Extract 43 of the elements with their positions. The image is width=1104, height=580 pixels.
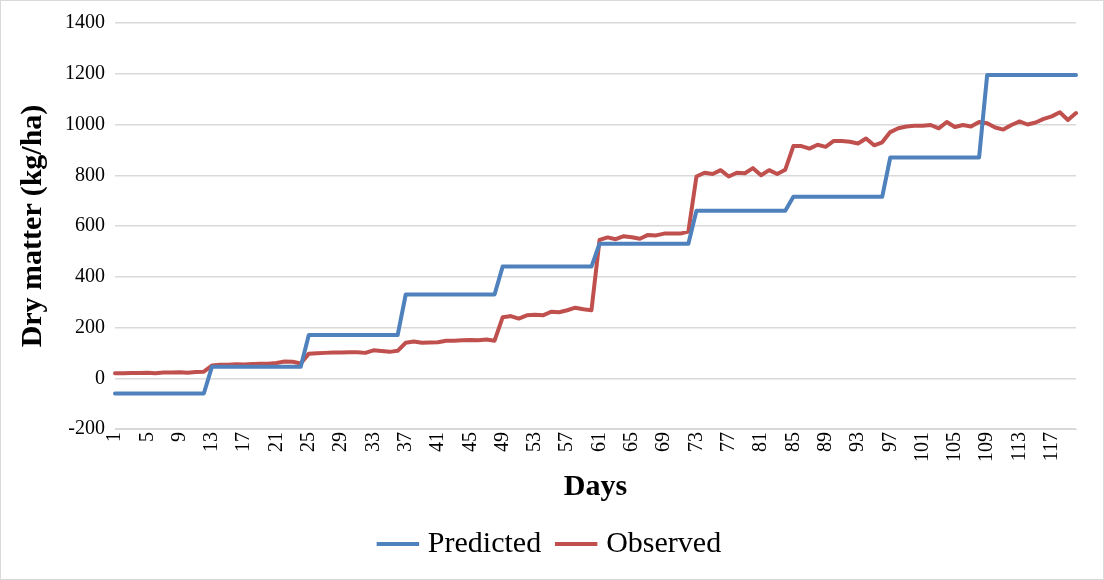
x-tick-label: 29 (328, 432, 351, 452)
legend-label: Observed (606, 524, 722, 558)
y-tick-label: 1200 (65, 61, 105, 83)
y-tick-label: 0 (95, 365, 105, 388)
x-tick-label: 109 (974, 432, 997, 462)
y-tick-label: 600 (75, 213, 105, 236)
x-axis-title: Days (563, 467, 628, 501)
legend-label: Predicted (427, 524, 542, 558)
x-tick-label: 49 (489, 432, 512, 452)
y-tick-label: 1400 (65, 10, 105, 33)
x-tick-label: 97 (877, 432, 900, 452)
y-tick-label: 1000 (65, 111, 105, 134)
x-tick-label: 41 (425, 432, 448, 452)
y-tick-label: -200 (68, 416, 105, 439)
x-tick-label: 57 (554, 432, 577, 452)
x-tick-label: 25 (296, 432, 319, 452)
x-tick-label: 33 (360, 432, 383, 452)
x-tick-label: 117 (1039, 432, 1062, 462)
x-tick-label: 37 (392, 432, 415, 452)
x-tick-label: 1 (102, 432, 125, 442)
y-tick-label: 800 (75, 162, 105, 185)
y-tick-label: 400 (75, 264, 105, 286)
x-tick-label: 81 (748, 432, 771, 452)
x-tick-label: 9 (166, 432, 189, 442)
x-tick-label: 113 (1006, 432, 1029, 462)
x-tick-label: 85 (780, 432, 803, 452)
x-tick-label: 45 (457, 432, 480, 452)
x-tick-label: 53 (522, 432, 545, 452)
y-axis-title: Dry matter (kg/ha) (13, 104, 48, 348)
x-tick-label: 73 (683, 432, 706, 452)
x-tick-label: 21 (263, 432, 286, 452)
y-tick-label: 200 (75, 314, 105, 337)
x-tick-label: 93 (845, 432, 868, 452)
x-tick-label: 101 (909, 432, 932, 462)
x-tick-label: 61 (586, 432, 609, 452)
x-tick-label: 65 (619, 432, 642, 452)
x-tick-label: 17 (231, 432, 254, 452)
x-tick-label: 13 (199, 432, 222, 452)
x-tick-label: 89 (812, 432, 835, 452)
x-tick-label: 105 (942, 432, 965, 462)
x-tick-label: 77 (716, 432, 738, 452)
x-tick-label: 5 (134, 432, 157, 442)
x-tick-label: 69 (651, 432, 674, 452)
